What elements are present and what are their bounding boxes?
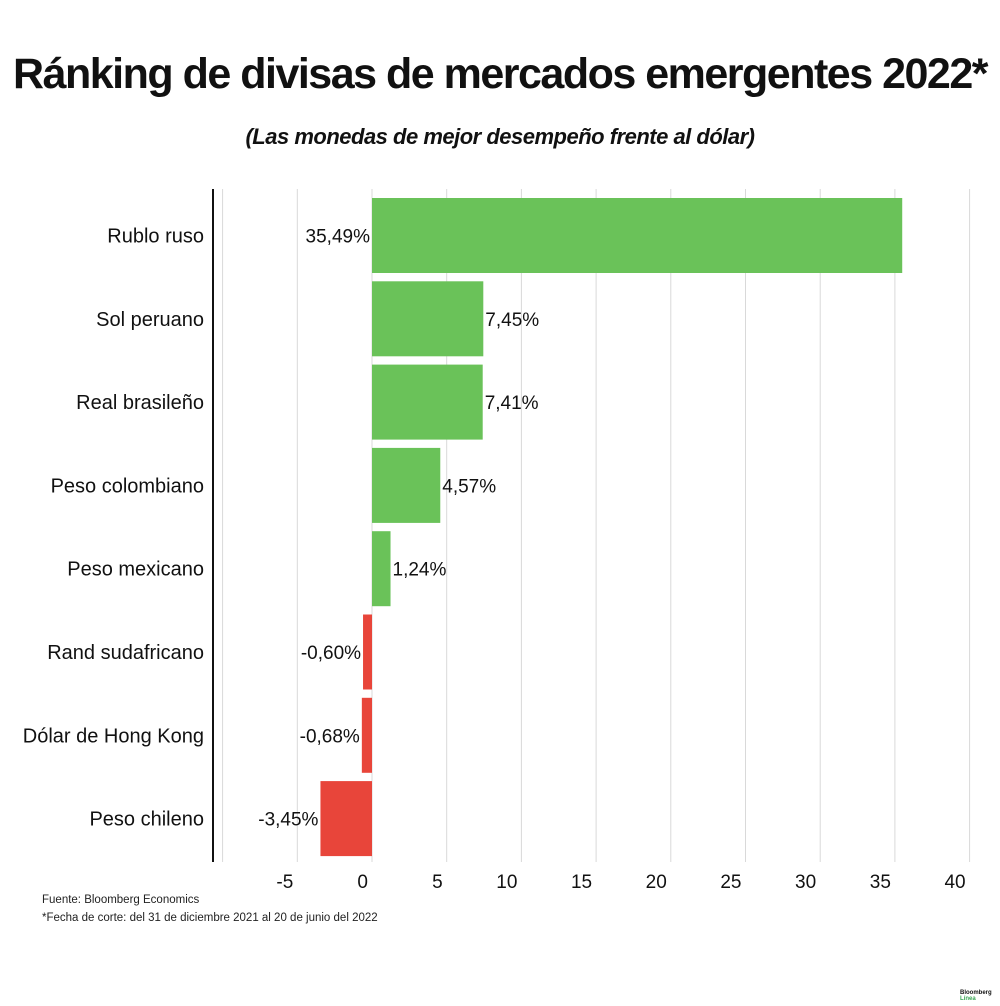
- x-tick-label: 40: [944, 872, 965, 893]
- bar: [372, 364, 483, 440]
- bar: [372, 198, 903, 273]
- data-label: 1,24%: [393, 560, 447, 581]
- chart-title: Ránking de divisas de mercados emergente…: [13, 50, 988, 98]
- x-tick-label: -5: [276, 872, 293, 893]
- brand-line2: Línea: [960, 996, 976, 1002]
- category-label: Dólar de Hong Kong: [23, 725, 204, 747]
- bar: [372, 281, 484, 357]
- category-label: Peso chileno: [89, 809, 204, 831]
- x-tick-label: 10: [496, 872, 517, 893]
- chart-subtitle: (Las monedas de mejor desempeño frente a…: [245, 124, 755, 149]
- bar: [320, 781, 372, 857]
- category-label: Rand sudafricano: [47, 642, 204, 664]
- category-label: Sol peruano: [96, 309, 204, 331]
- x-tick-label: 5: [432, 872, 443, 893]
- category-label: Rublo ruso: [107, 226, 204, 248]
- brand-line1: Bloomberg: [960, 990, 992, 996]
- data-label: -0,60%: [301, 643, 361, 664]
- bloomberg-linea-logo: Bloomberg Línea: [960, 990, 992, 1002]
- x-tick-label: 15: [571, 872, 592, 893]
- data-label: -3,45%: [258, 810, 318, 831]
- x-tick-label: 20: [646, 872, 667, 893]
- bar: [361, 697, 372, 773]
- x-tick-label: 35: [870, 872, 891, 893]
- x-tick-label: 0: [357, 872, 368, 893]
- x-tick-label: 30: [795, 872, 816, 893]
- category-label: Peso colombiano: [51, 475, 204, 497]
- data-label: -0,68%: [300, 726, 360, 747]
- x-tick-label: 25: [720, 872, 741, 893]
- source-note: Fuente: Bloomberg Economics: [42, 894, 200, 906]
- bar: [363, 614, 372, 690]
- data-label: 7,41%: [485, 393, 539, 414]
- data-label: 35,49%: [306, 227, 371, 248]
- data-label: 4,57%: [442, 476, 496, 497]
- bar: [372, 447, 441, 523]
- category-label: Real brasileño: [76, 392, 204, 414]
- category-label: Peso mexicano: [67, 559, 204, 581]
- data-label: 7,45%: [485, 310, 539, 331]
- bar: [372, 531, 391, 607]
- cutoff-note: *Fecha de corte: del 31 de diciembre 202…: [42, 912, 378, 924]
